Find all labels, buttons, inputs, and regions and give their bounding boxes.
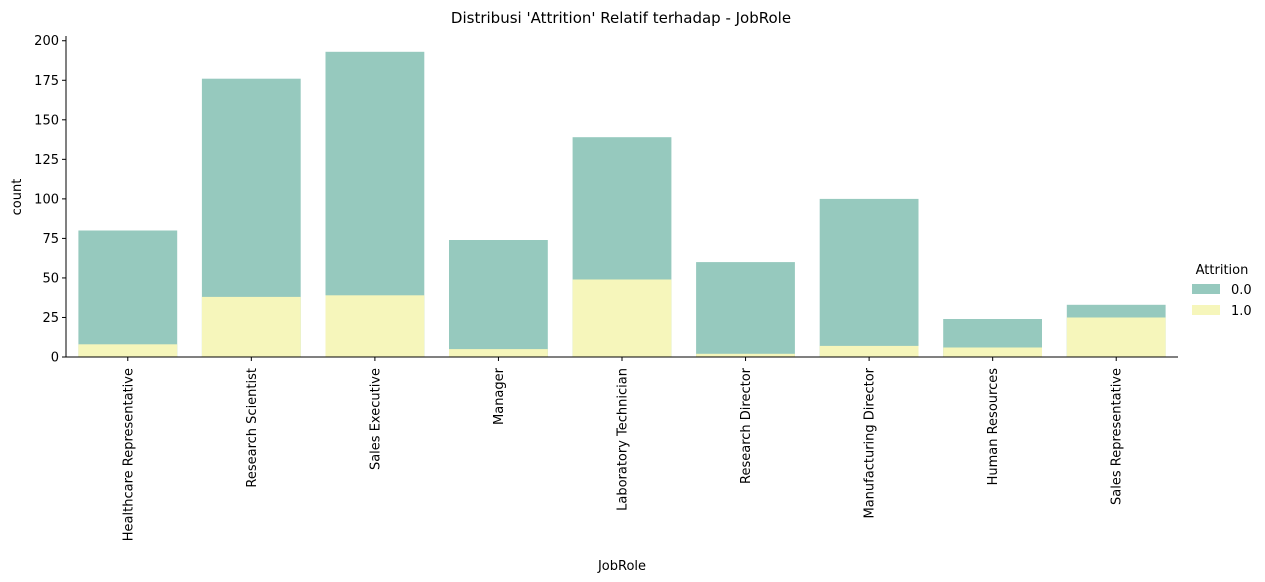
legend-title: Attrition xyxy=(1196,263,1249,278)
x-tick-label: Research Scientist xyxy=(245,368,260,488)
bar-1_0-4 xyxy=(572,279,672,357)
bar-1_0-2 xyxy=(325,295,425,357)
x-tick-label: Sales Representative xyxy=(1110,368,1125,505)
bar-1_0-1 xyxy=(201,296,301,357)
bar-0_0-5 xyxy=(696,262,795,357)
x-tick-label: Human Resources xyxy=(986,368,1001,486)
plot-area xyxy=(78,51,1166,358)
legend-swatch-0 xyxy=(1192,284,1220,294)
x-tick-label: Manufacturing Director xyxy=(863,367,878,518)
bar-1_0-7 xyxy=(943,347,1042,357)
chart-title: Distribusi 'Attrition' Relatif terhadap … xyxy=(451,9,791,27)
y-tick-label: 100 xyxy=(34,192,59,207)
bar-0_0-0 xyxy=(78,230,178,357)
y-tick-label: 200 xyxy=(34,34,59,49)
bar-1_0-0 xyxy=(78,344,178,357)
x-axis: Healthcare Representative Research Scient… xyxy=(66,356,1178,541)
y-tick-label: 50 xyxy=(42,271,59,286)
y-tick-label: 75 xyxy=(42,232,59,247)
x-tick-label: Sales Executive xyxy=(368,368,383,470)
y-tick-label: 0 xyxy=(51,351,59,366)
x-tick-label: Manager xyxy=(492,367,507,425)
bar-0_0-6 xyxy=(819,198,919,357)
y-tick-label: 175 xyxy=(34,74,59,89)
bar-0_0-3 xyxy=(449,240,548,357)
bar-1_0-6 xyxy=(819,345,919,357)
y-tick-label: 125 xyxy=(34,153,59,168)
y-tick-label: 150 xyxy=(34,113,59,128)
legend: Attrition 0.0 1.0 xyxy=(1192,263,1252,319)
y-tick-label: 25 xyxy=(42,311,59,326)
x-tick-label: Research Director xyxy=(739,367,754,484)
bar-1_0-3 xyxy=(449,349,548,357)
legend-label-1: 1.0 xyxy=(1231,304,1252,319)
x-tick-label: Healthcare Representative xyxy=(121,368,136,541)
bar-1_0-5 xyxy=(696,353,795,357)
x-axis-label: JobRole xyxy=(597,559,646,574)
bar-1_0-8 xyxy=(1066,317,1166,357)
legend-label-0: 0.0 xyxy=(1231,283,1252,298)
y-axis-label: count xyxy=(10,179,25,216)
y-axis: 0 25 50 75 100 125 150 175 200 xyxy=(34,34,67,366)
legend-swatch-1 xyxy=(1192,305,1220,315)
x-tick-label: Laboratory Technician xyxy=(616,368,631,511)
